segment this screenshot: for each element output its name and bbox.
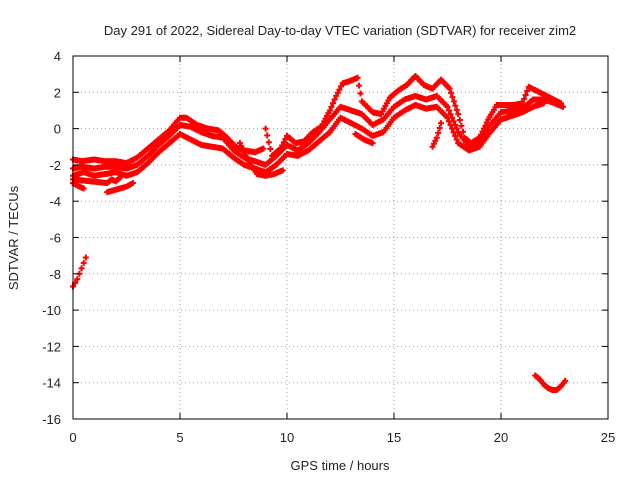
y-tick-label: 2 <box>54 85 61 100</box>
y-tick-label: -14 <box>42 376 61 391</box>
y-tick-label: 4 <box>54 49 61 64</box>
data-point <box>450 129 457 136</box>
data-point <box>129 180 136 187</box>
data-point <box>449 125 456 132</box>
data-point <box>433 134 440 141</box>
data-point <box>444 114 451 121</box>
data-point <box>447 111 454 118</box>
x-tick-label: 5 <box>176 430 183 445</box>
data-point <box>452 132 459 139</box>
data-point <box>279 167 286 174</box>
data-point <box>446 85 453 92</box>
series-band-upper <box>70 72 564 167</box>
y-axis-label: SDTVAR / TECUs <box>6 185 21 290</box>
data-point <box>260 145 267 152</box>
data-point <box>447 121 454 128</box>
data-points <box>70 72 569 393</box>
data-point <box>453 136 460 143</box>
series-band-tails <box>70 120 445 196</box>
data-point <box>429 143 436 150</box>
y-tick-label: -6 <box>49 231 61 246</box>
data-point <box>430 140 437 147</box>
data-point <box>452 102 459 109</box>
data-point <box>354 74 361 81</box>
data-point <box>448 89 455 96</box>
data-point <box>450 98 457 105</box>
data-point <box>239 146 246 153</box>
data-point <box>80 259 87 266</box>
data-point <box>82 254 89 261</box>
y-tick-label: -10 <box>42 303 61 318</box>
data-point <box>480 125 487 132</box>
data-point <box>236 140 243 147</box>
data-point <box>524 87 531 94</box>
y-tick-label: -16 <box>42 412 61 427</box>
data-point <box>326 107 333 114</box>
data-point <box>244 155 251 162</box>
data-point <box>117 174 124 181</box>
plot-frame <box>72 55 609 420</box>
y-tick-label: -2 <box>49 158 61 173</box>
x-tick-label: 25 <box>601 430 615 445</box>
data-point <box>479 128 486 135</box>
data-point <box>242 152 249 159</box>
data-point <box>357 90 364 97</box>
data-point <box>356 82 363 89</box>
data-point <box>264 132 271 139</box>
data-point <box>562 377 569 384</box>
data-point <box>540 100 547 107</box>
data-point <box>432 137 439 144</box>
x-tick-label: 10 <box>280 430 294 445</box>
y-tick-label: 0 <box>54 122 61 137</box>
data-point <box>438 120 445 127</box>
data-point <box>446 107 453 114</box>
chart-title: Day 291 of 2022, Sidereal Day-to-day VTE… <box>104 23 576 38</box>
data-point <box>483 119 490 126</box>
data-point <box>338 83 345 90</box>
series-late-segment <box>532 372 569 393</box>
data-point <box>435 129 442 136</box>
data-point <box>241 149 248 156</box>
data-point <box>334 89 341 96</box>
x-tick-label: 15 <box>387 430 401 445</box>
data-point <box>446 118 453 125</box>
data-point <box>280 139 287 146</box>
data-point <box>333 92 340 99</box>
data-point <box>521 96 528 103</box>
data-point <box>436 124 443 131</box>
data-point <box>330 100 337 107</box>
data-point <box>238 143 245 150</box>
data-point <box>458 122 465 129</box>
x-tick-label: 0 <box>69 430 76 445</box>
data-point <box>456 116 463 123</box>
y-tick-label: -8 <box>49 267 61 282</box>
data-point <box>265 139 272 146</box>
data-point <box>328 103 335 110</box>
data-point <box>331 96 338 103</box>
data-point <box>267 146 274 153</box>
data-point <box>519 100 526 107</box>
axis-ticks: 0 5 10 15 20 25 -16 -14 -12 -10 -8 -6 -4 -2 0 2 4 <box>42 49 615 445</box>
y-tick-label: -4 <box>49 194 61 209</box>
data-point <box>453 106 460 113</box>
data-point <box>74 276 81 283</box>
data-point <box>444 103 451 110</box>
data-point <box>80 185 87 192</box>
x-axis-label: GPS time / hours <box>291 458 390 473</box>
data-point <box>369 140 376 147</box>
x-tick-label: 20 <box>494 430 508 445</box>
data-point <box>78 265 85 272</box>
data-point <box>262 125 269 132</box>
data-point <box>455 111 462 118</box>
data-point <box>560 103 567 110</box>
series-band-lower <box>70 100 547 179</box>
data-point <box>449 94 456 101</box>
y-tick-label: -12 <box>42 339 61 354</box>
data-point <box>522 92 529 99</box>
data-point <box>336 86 343 93</box>
